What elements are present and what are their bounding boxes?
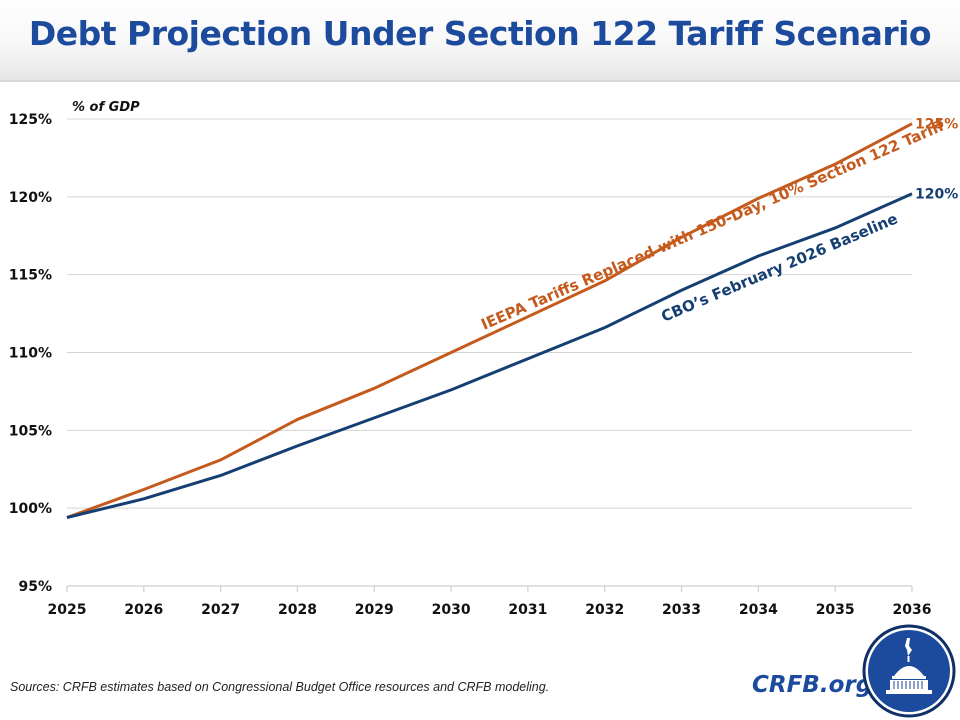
- series-line-section-122-tariff: [66, 122, 913, 519]
- x-tick-label: 2033: [662, 602, 701, 618]
- x-tick-label: 2030: [432, 602, 471, 618]
- end-value-label: 120%: [915, 187, 958, 203]
- y-tick-label: 95%: [18, 579, 52, 595]
- y-axis-unit-label: % of GDP: [72, 100, 140, 115]
- x-tick-label: 2029: [355, 602, 394, 618]
- series-lines: [66, 122, 913, 519]
- series-labels: 125%120%IEEPA Tariffs Replaced with 150-…: [478, 116, 958, 333]
- end-value-label: 125%: [915, 117, 958, 133]
- x-tick-label: 2032: [585, 602, 624, 618]
- source-note: Sources: CRFB estimates based on Congres…: [10, 680, 550, 694]
- y-tick-label: 100%: [9, 501, 52, 517]
- brand-link[interactable]: CRFB.org: [752, 672, 873, 698]
- header-band: Debt Projection Under Section 122 Tariff…: [0, 0, 960, 82]
- x-tick-label: 2034: [739, 602, 778, 618]
- x-axis: 2025 2026 2027 2028 2029 2030 2031 2032 2033 2034…: [48, 585, 932, 618]
- y-tick-label: 120%: [9, 190, 52, 206]
- y-axis-ticks: 95% 100% 105% 110% 115% 120% 125%: [9, 112, 52, 595]
- x-tick-label: 2027: [201, 602, 240, 618]
- chart-title: Debt Projection Under Section 122 Tariff…: [28, 14, 932, 53]
- capitol-dome-icon: [862, 624, 956, 718]
- x-tick-label: 2026: [124, 602, 163, 618]
- x-tick-label: 2035: [816, 602, 855, 618]
- y-tick-label: 110%: [9, 346, 52, 362]
- y-tick-label: 125%: [9, 112, 52, 128]
- x-tick-label: 2025: [48, 602, 87, 618]
- x-tick-label: 2028: [278, 602, 317, 618]
- x-tick-label: 2036: [893, 602, 932, 618]
- series-line-cbo-baseline: [66, 192, 913, 519]
- y-tick-label: 115%: [9, 268, 52, 284]
- gridlines: [67, 118, 912, 509]
- y-tick-label: 105%: [9, 423, 52, 439]
- x-tick-label: 2031: [508, 602, 547, 618]
